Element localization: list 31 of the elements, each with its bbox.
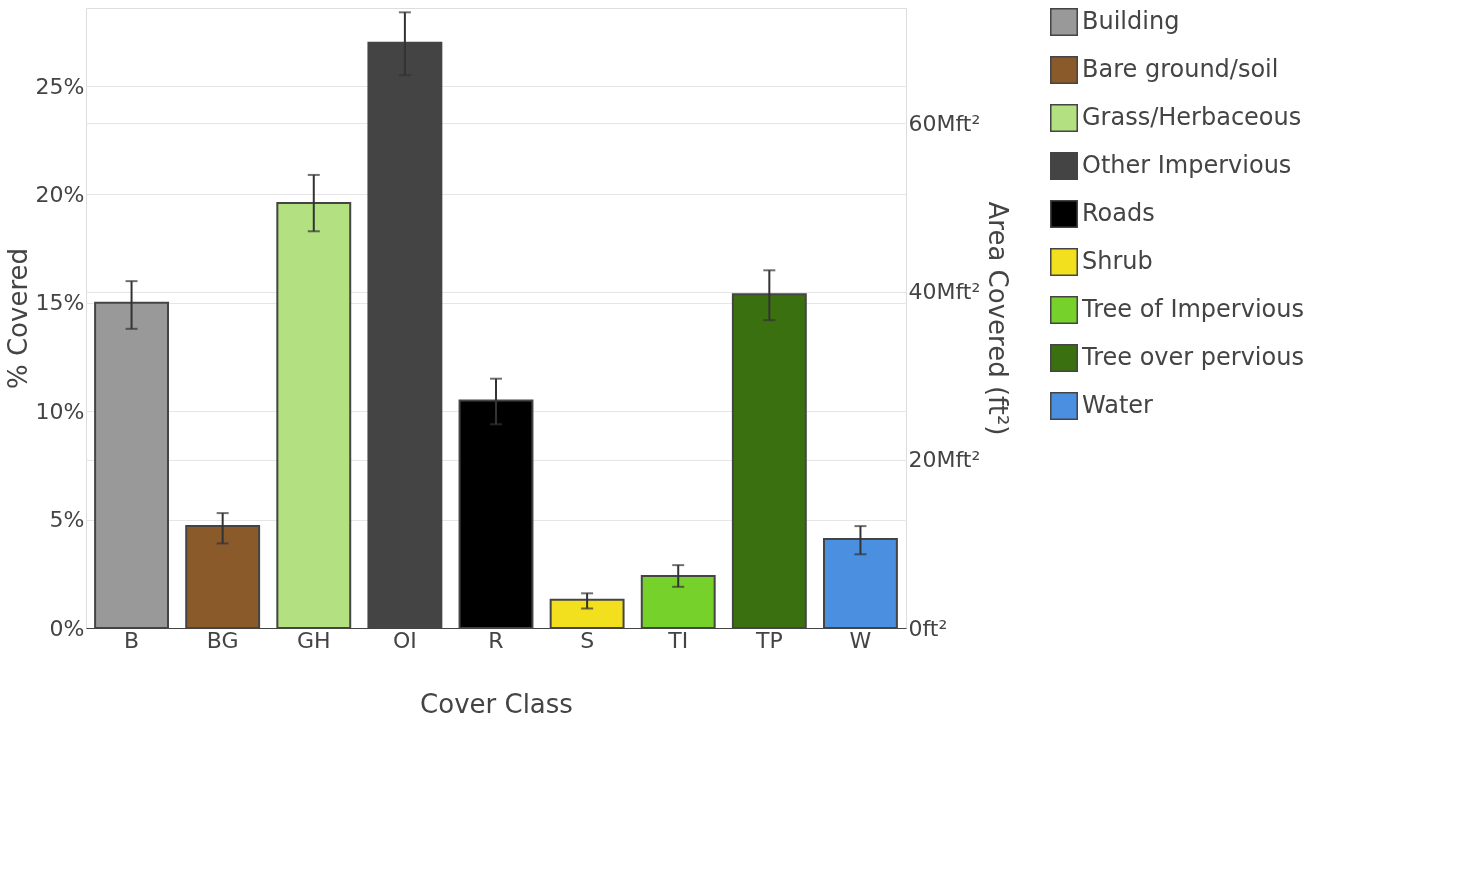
legend-label: Tree of Impervious [1081, 295, 1304, 323]
x-tick-label: TP [754, 627, 783, 653]
x-tick-label: W [849, 627, 872, 653]
y-axis-title: % Covered [2, 247, 33, 390]
legend-label: Water [1082, 391, 1154, 419]
legend-label: Building [1082, 7, 1180, 35]
y-tick-label: 10% [35, 398, 85, 424]
y-tick-label: 20% [35, 181, 85, 207]
y-tick-label: 5% [49, 507, 85, 533]
legend-label: Bare ground/soil [1082, 55, 1279, 83]
x-tick-label: S [580, 627, 595, 653]
x-tick-label: GH [296, 627, 331, 653]
legend-label: Shrub [1082, 247, 1153, 275]
y2-tick-label: 20Mft² [908, 447, 981, 473]
y-tick-label: 25% [35, 73, 85, 99]
legend-label: Grass/Herbaceous [1082, 103, 1302, 131]
y2-tick-label: 0ft² [908, 615, 948, 641]
x-tick-label: TI [667, 627, 689, 653]
y2-axis-title: Area Covered (ft²) [983, 201, 1014, 436]
y2-tick-label: 60Mft² [908, 110, 981, 136]
x-tick-label: R [488, 627, 504, 653]
x-tick-label: BG [206, 627, 239, 653]
y-tick-label: 15% [35, 290, 85, 316]
legend-label: Roads [1082, 199, 1155, 227]
x-tick-label: OI [392, 627, 417, 653]
x-tick-label: B [124, 627, 140, 653]
legend-label: Other Impervious [1082, 151, 1292, 179]
y2-tick-label: 40Mft² [908, 279, 981, 304]
legend-label: Tree over pervious [1081, 343, 1304, 371]
y-tick-label: 0% [49, 615, 85, 641]
x-axis-title: Cover Class [420, 688, 573, 719]
